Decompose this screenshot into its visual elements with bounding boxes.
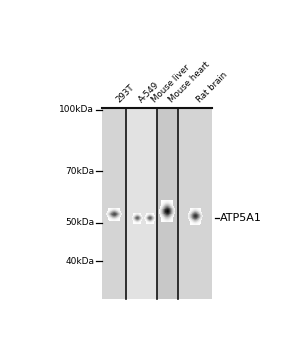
Bar [126, 108, 156, 299]
Text: Mouse liver: Mouse liver [150, 63, 192, 104]
Bar [102, 108, 212, 299]
Text: Rat brain: Rat brain [195, 70, 229, 104]
Bar [102, 108, 126, 299]
Text: 40kDa: 40kDa [65, 257, 94, 266]
Text: ATP5A1: ATP5A1 [220, 213, 262, 223]
Text: 100kDa: 100kDa [59, 105, 94, 114]
Text: 50kDa: 50kDa [65, 218, 94, 228]
Text: 293T: 293T [114, 82, 136, 104]
Bar [178, 108, 212, 299]
Text: Mouse heart: Mouse heart [167, 60, 211, 104]
Bar [156, 108, 178, 299]
Text: 70kDa: 70kDa [65, 167, 94, 176]
Text: A-549: A-549 [137, 80, 161, 104]
